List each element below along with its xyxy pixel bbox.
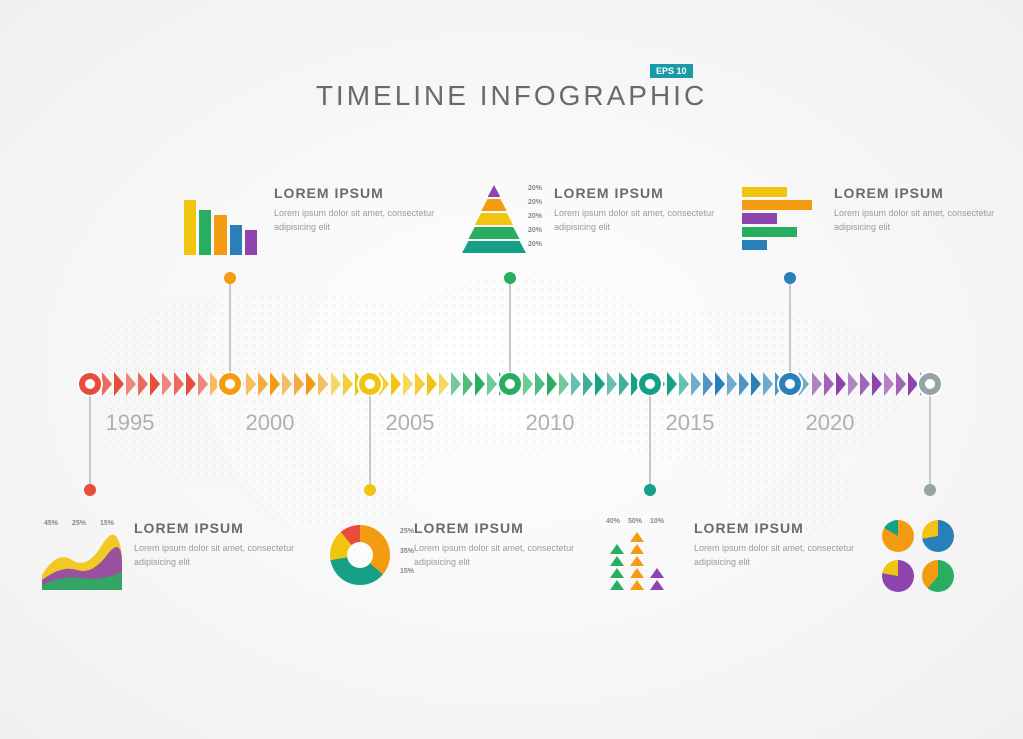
card-body: Lorem ipsum dolor sit amet, consectetur … [554, 207, 732, 234]
card-heading: LOREM IPSUM [274, 185, 452, 201]
connector-dot [364, 484, 376, 496]
card-heading: LOREM IPSUM [694, 520, 872, 536]
connector-dot [784, 272, 796, 284]
timeline-segment [90, 372, 210, 396]
card-body: Lorem ipsum dolor sit amet, consectetur … [834, 207, 1012, 234]
timeline-year: 1995 [106, 410, 155, 436]
timeline-node [777, 371, 803, 397]
card-body: Lorem ipsum dolor sit amet, consectetur … [414, 542, 592, 569]
info-card: 25%35%15% LOREM IPSUM Lorem ipsum dolor si… [322, 520, 592, 590]
mini-chart-arrows: 40%50%10% [602, 520, 682, 590]
connector-line [509, 278, 511, 372]
timeline-year: 2005 [386, 410, 435, 436]
info-card: 20%20%20%20%20% LOREM IPSUM Lorem ipsum do… [462, 185, 732, 255]
info-card: 40%50%10% LOREM IPSUM Lorem ipsum dolor si… [602, 520, 872, 590]
connector-dot [84, 484, 96, 496]
connector-dot [224, 272, 236, 284]
timeline-year: 2000 [246, 410, 295, 436]
card-body: Lorem ipsum dolor sit amet, consectetur … [694, 542, 872, 569]
connector-line [229, 278, 231, 372]
card-body: Lorem ipsum dolor sit amet, consectetur … [274, 207, 452, 234]
connector-line [369, 396, 371, 490]
timeline-segment [571, 372, 691, 396]
card-heading: LOREM IPSUM [134, 520, 312, 536]
timeline-node [217, 371, 243, 397]
card-heading: LOREM IPSUM [554, 185, 732, 201]
mini-chart-bar_h [742, 185, 822, 255]
info-card: LOREM IPSUM Lorem ipsum dolor sit amet, c… [182, 185, 452, 255]
connector-line [89, 396, 91, 490]
timeline-node [497, 371, 523, 397]
connector-line [649, 396, 651, 490]
connector-dot [504, 272, 516, 284]
connector-line [929, 396, 931, 490]
timeline-year: 2015 [666, 410, 715, 436]
mini-chart-area: 45%25%15% [42, 520, 122, 590]
timeline-node [637, 371, 663, 397]
mini-chart-pies4 [882, 520, 962, 590]
mini-chart-bar_v [182, 185, 262, 255]
timeline-node [77, 371, 103, 397]
card-body: Lorem ipsum dolor sit amet, consectetur … [134, 542, 312, 569]
connector-line [789, 278, 791, 372]
card-heading: LOREM IPSUM [414, 520, 592, 536]
info-card: LOREM IPSUM Lorem ipsum dolor sit amet, c… [742, 185, 1012, 255]
format-badge: EPS 10 [650, 64, 693, 78]
timeline-segment [812, 372, 932, 396]
connector-dot [644, 484, 656, 496]
timeline-year: 2010 [526, 410, 575, 436]
timeline-year: 2020 [806, 410, 855, 436]
connector-dot [924, 484, 936, 496]
info-card: 45%25%15% LOREM IPSUM Lorem ipsum dolor si… [42, 520, 312, 590]
page-title: TIMELINE INFOGRAPHIC [316, 80, 707, 112]
header: TIMELINE INFOGRAPHIC [0, 80, 1023, 112]
timeline-segment [331, 372, 451, 396]
card-heading: LOREM IPSUM [834, 185, 1012, 201]
info-card [882, 520, 972, 590]
timeline-node [357, 371, 383, 397]
mini-chart-donut: 25%35%15% [322, 520, 402, 590]
timeline-node [917, 371, 943, 397]
mini-chart-pyramid: 20%20%20%20%20% [462, 185, 542, 255]
